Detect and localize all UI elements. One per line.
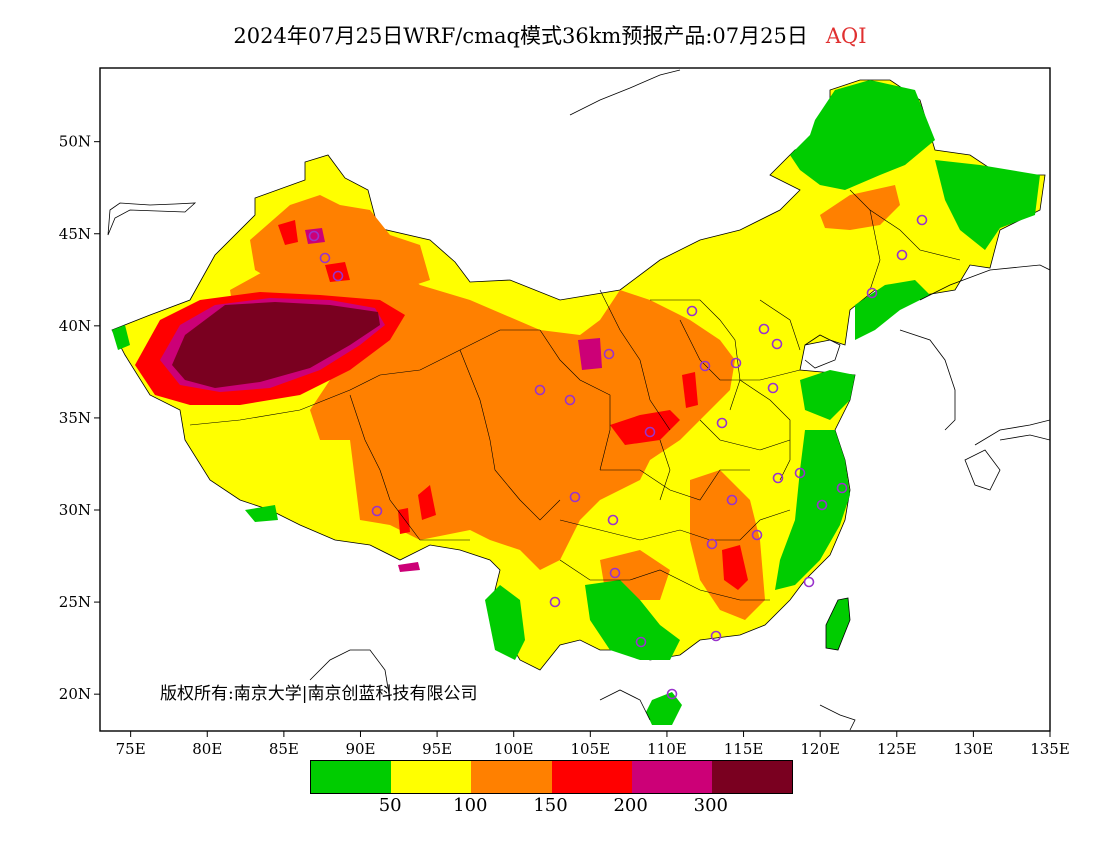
legend-label: 100 <box>453 795 488 816</box>
lon-tick-label: 125E <box>877 740 917 758</box>
lon-tick-label: 120E <box>800 740 840 758</box>
station-marker <box>549 596 561 608</box>
legend-label: 200 <box>613 795 648 816</box>
lon-tick-label: 85E <box>269 740 299 758</box>
station-marker <box>699 360 711 372</box>
station-marker <box>726 494 738 506</box>
field-green-northeast-east <box>935 160 1040 250</box>
legend-label: 50 <box>378 795 402 816</box>
station-marker <box>666 688 678 700</box>
lat-tick-label: 35N <box>59 409 91 427</box>
station-marker <box>716 417 728 429</box>
lat-axis: 50N 45N 40N 35N 30N 25N 20N <box>59 133 100 703</box>
color-legend <box>310 760 793 794</box>
legend-swatch <box>631 761 712 793</box>
field-red-hunan <box>722 545 748 590</box>
lat-tick-label: 30N <box>59 501 91 519</box>
lon-axis: 75E 80E 85E 90E 95E 100E 105E 110E 115E 120E 125E 1… <box>116 731 1070 758</box>
legend-swatch <box>391 761 472 793</box>
lon-tick-label: 75E <box>116 740 146 758</box>
lat-tick-label: 40N <box>59 317 91 335</box>
field-red-tibet <box>398 485 436 534</box>
lon-tick-label: 110E <box>647 740 687 758</box>
station-marker <box>916 214 928 226</box>
field-green-west <box>112 325 278 522</box>
legend-swatch <box>311 761 392 793</box>
legend-swatch <box>471 761 552 793</box>
station-marker <box>758 323 770 335</box>
station-marker <box>635 636 647 648</box>
field-magenta-tibet-south <box>398 562 420 572</box>
lat-tick-label: 45N <box>59 225 91 243</box>
station-marker <box>686 305 698 317</box>
field-magenta-dzungar <box>305 228 325 244</box>
station-marker <box>896 249 908 261</box>
field-green-hainan <box>646 692 682 725</box>
lon-tick-label: 95E <box>422 740 452 758</box>
station-marker <box>308 230 320 242</box>
legend-label: 150 <box>533 795 568 816</box>
station-marker <box>710 630 722 642</box>
map-field <box>107 69 1050 731</box>
station-marker <box>751 529 763 541</box>
legend-swatch <box>551 761 632 793</box>
lon-tick-label: 105E <box>571 740 611 758</box>
lon-tick-label: 130E <box>954 740 994 758</box>
station-marker <box>772 472 784 484</box>
lon-tick-label: 115E <box>724 740 764 758</box>
map-title-variable: AQI <box>825 24 867 48</box>
station-marker <box>569 491 581 503</box>
field-green-yunnan <box>485 585 525 660</box>
station-marker <box>609 567 621 579</box>
field-red-shanxi <box>682 372 698 408</box>
station-marker <box>730 357 742 369</box>
field-orange-xinjiang-north <box>250 195 430 290</box>
legend-label: 300 <box>693 795 729 816</box>
lon-tick-label: 135E <box>1030 740 1070 758</box>
station-marker <box>332 270 344 282</box>
station-marker <box>603 348 615 360</box>
field-orange-northeast <box>820 185 900 230</box>
lon-tick-label: 80E <box>192 740 222 758</box>
lon-tick-label: 90E <box>345 740 375 758</box>
map-title-main: 2024年07月25日WRF/cmaq模式36km预报产品:07月25日 <box>233 24 808 48</box>
station-marker <box>836 482 848 494</box>
station-marker <box>706 538 718 550</box>
station-marker <box>767 382 779 394</box>
province-borders <box>189 189 961 601</box>
field-green-coast <box>775 430 850 590</box>
station-marker <box>771 338 783 350</box>
station-marker <box>607 514 619 526</box>
lat-tick-label: 20N <box>59 685 91 703</box>
station-marker <box>319 252 331 264</box>
map-frame <box>99 67 1051 732</box>
station-marker <box>564 394 576 406</box>
station-marker <box>644 426 656 438</box>
field-green-northeast <box>790 80 935 190</box>
lat-tick-label: 50N <box>59 133 91 151</box>
station-marker <box>803 576 815 588</box>
station-marker <box>534 384 546 396</box>
field-green-shandong <box>800 370 855 420</box>
station-marker <box>794 467 806 479</box>
neighbor-coastlines <box>107 69 1050 731</box>
station-marker <box>816 499 828 511</box>
lat-tick-label: 25N <box>59 593 91 611</box>
copyright-text: 版权所有:南京大学|南京创蓝科技有限公司 <box>160 684 478 704</box>
field-orange-south <box>690 470 765 620</box>
station-marker <box>371 505 383 517</box>
field-green-taiwan <box>825 597 851 651</box>
field-magenta-ningxia <box>578 338 602 370</box>
lon-tick-label: 100E <box>494 740 534 758</box>
map-title: 2024年07月25日WRF/cmaq模式36km预报产品:07月25日 AQI <box>0 20 1100 50</box>
legend-swatch <box>711 761 793 793</box>
station-marker <box>866 287 878 299</box>
station-markers <box>308 214 928 700</box>
field-maroon-tarim <box>172 302 380 388</box>
field-green-liaoning <box>855 280 930 340</box>
field-red-dzungar <box>278 220 350 282</box>
field-green-guangxi <box>585 580 680 660</box>
